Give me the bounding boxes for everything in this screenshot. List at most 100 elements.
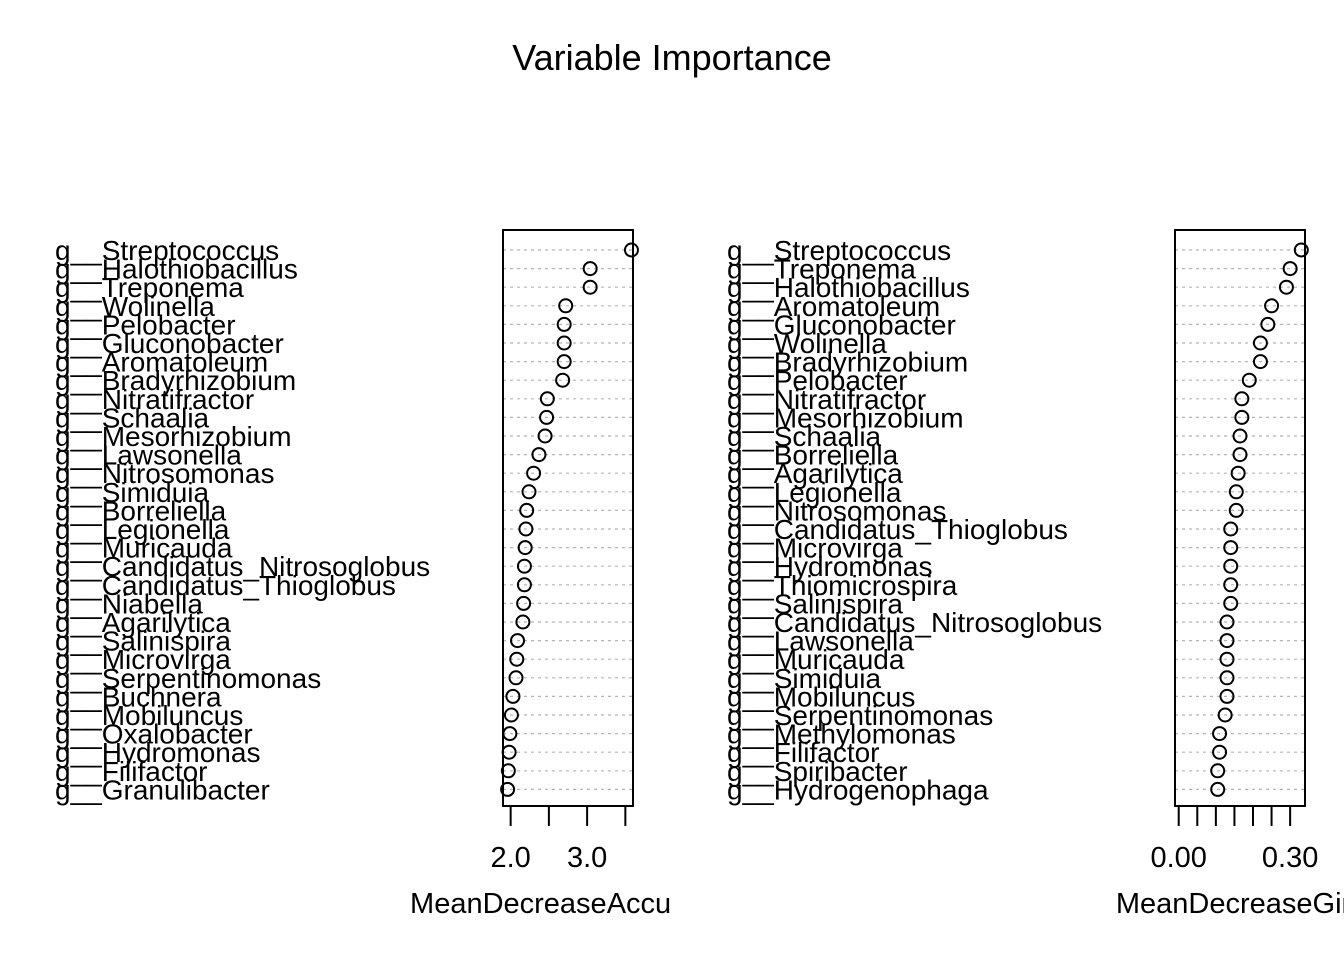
data-point xyxy=(1228,502,1244,518)
variable-label: g__Serpentinomonas xyxy=(727,700,993,731)
variable-label: g__Nitratifractor xyxy=(55,384,254,415)
variable-label: g__Bradyrhizobium xyxy=(55,365,296,396)
data-point xyxy=(503,707,519,723)
data-point xyxy=(1282,261,1298,277)
data-point xyxy=(1230,465,1246,481)
data-point xyxy=(500,781,516,797)
data-point xyxy=(556,354,572,370)
data-point xyxy=(1252,354,1268,370)
variable-label: g__Niabella xyxy=(55,588,203,619)
plot-frame xyxy=(502,229,634,807)
data-point xyxy=(1278,279,1294,295)
data-point xyxy=(1223,558,1239,574)
data-point xyxy=(1219,614,1235,630)
variable-label: g__Oxalobacter xyxy=(55,719,253,750)
plot-frame xyxy=(1174,229,1306,807)
data-point xyxy=(539,391,555,407)
data-point xyxy=(1252,335,1268,351)
data-point xyxy=(1210,763,1226,779)
chart-title: Variable Importance xyxy=(512,37,832,78)
x-axis-title: MeanDecreaseGini xyxy=(1116,888,1344,920)
data-point xyxy=(1210,781,1226,797)
variable-label: g__Wolinella xyxy=(55,291,215,322)
variable-label: g__Candidatus_Thioglobus xyxy=(55,570,396,601)
data-point xyxy=(556,335,572,351)
variable-label: g__Mesorhizobium xyxy=(55,421,292,452)
variable-label: g__Mobiluncus xyxy=(727,681,915,712)
data-point xyxy=(516,558,532,574)
variable-label: g__Hydrogenophaga xyxy=(727,774,989,805)
variable-label: g__Candidatus_Nitrosoglobus xyxy=(55,551,430,582)
data-point xyxy=(537,428,553,444)
data-point xyxy=(519,502,535,518)
x-tick-label: 0.00 xyxy=(1150,842,1206,874)
data-point xyxy=(1219,633,1235,649)
data-point xyxy=(558,298,574,314)
variable-label: g__Pelobacter xyxy=(727,365,908,396)
data-point xyxy=(516,595,532,611)
data-point xyxy=(531,447,547,463)
variable-label: g__Nitrosomonas xyxy=(55,458,274,489)
variable-label: g__Simiduia xyxy=(55,477,210,508)
variable-label: g__Spiribacter xyxy=(727,756,908,787)
variable-label: g__Hydromonas xyxy=(55,737,260,768)
variable-label: g__Muricauda xyxy=(55,533,233,564)
variable-label: g__Legionella xyxy=(55,514,230,545)
data-point xyxy=(1234,409,1250,425)
data-point xyxy=(1293,242,1309,258)
x-axis-title: MeanDecreaseAccuracy xyxy=(410,888,726,920)
data-point xyxy=(516,577,532,593)
gini-panel: g__Streptococcusg__Treponemag__Halothiob… xyxy=(727,229,1344,920)
variable-label: g__Nitrosomonas xyxy=(727,495,946,526)
data-point xyxy=(509,651,525,667)
data-point xyxy=(500,763,516,779)
variable-label: g__Candidatus_Thioglobus xyxy=(727,514,1068,545)
data-point xyxy=(582,279,598,295)
variable-label: g__Schaalia xyxy=(55,402,210,433)
data-point xyxy=(582,261,598,277)
data-point xyxy=(539,409,555,425)
accuracy-panel: g__Streptococcusg__Halothiobacillusg__Tr… xyxy=(55,229,726,920)
variable-label: g__Salinispira xyxy=(727,588,903,619)
data-point xyxy=(510,633,526,649)
variable-label: g__Agarilytica xyxy=(55,607,231,638)
variable-label: g__Bradyrhizobium xyxy=(727,347,968,378)
variable-label: g__Thiomicrospira xyxy=(727,570,958,601)
data-point xyxy=(1223,521,1239,537)
variable-label: g__Simiduia xyxy=(727,663,882,694)
variable-label: g__Microvirga xyxy=(727,533,903,564)
variable-label: g__Borreliella xyxy=(55,495,227,526)
data-point xyxy=(505,688,521,704)
data-point xyxy=(1232,428,1248,444)
x-tick-label: 0.30 xyxy=(1262,842,1318,874)
variable-label: g__Granulibacter xyxy=(55,774,270,805)
variable-label: g__Aromatoleum xyxy=(727,291,940,322)
variable-label: g__Aromatoleum xyxy=(55,347,268,378)
data-point xyxy=(1223,540,1239,556)
data-point xyxy=(521,484,537,500)
data-point xyxy=(526,465,542,481)
data-point xyxy=(556,316,572,332)
data-point xyxy=(1241,372,1257,388)
variable-label: g__Hydromonas xyxy=(727,551,932,582)
variable-label: g__Halothiobacillus xyxy=(55,254,298,285)
data-point xyxy=(1223,595,1239,611)
variable-label: g__Agarilytica xyxy=(727,458,903,489)
data-point xyxy=(1264,298,1280,314)
variable-label: g__Schaalia xyxy=(727,421,882,452)
variable-label: g__Legionella xyxy=(727,477,902,508)
data-point xyxy=(1223,577,1239,593)
variable-label: g__Serpentinomonas xyxy=(55,663,321,694)
data-point xyxy=(1232,447,1248,463)
data-point xyxy=(1219,670,1235,686)
data-point xyxy=(1228,484,1244,500)
data-point xyxy=(1212,744,1228,760)
variable-label: g__Microvirga xyxy=(55,644,231,675)
data-point xyxy=(1212,726,1228,742)
variable-label: g__Buchnera xyxy=(55,681,222,712)
variable-label: g__Treponema xyxy=(727,254,916,285)
variable-label: g__Streptococcus xyxy=(727,235,951,266)
data-point xyxy=(1219,651,1235,667)
data-point xyxy=(1260,316,1276,332)
